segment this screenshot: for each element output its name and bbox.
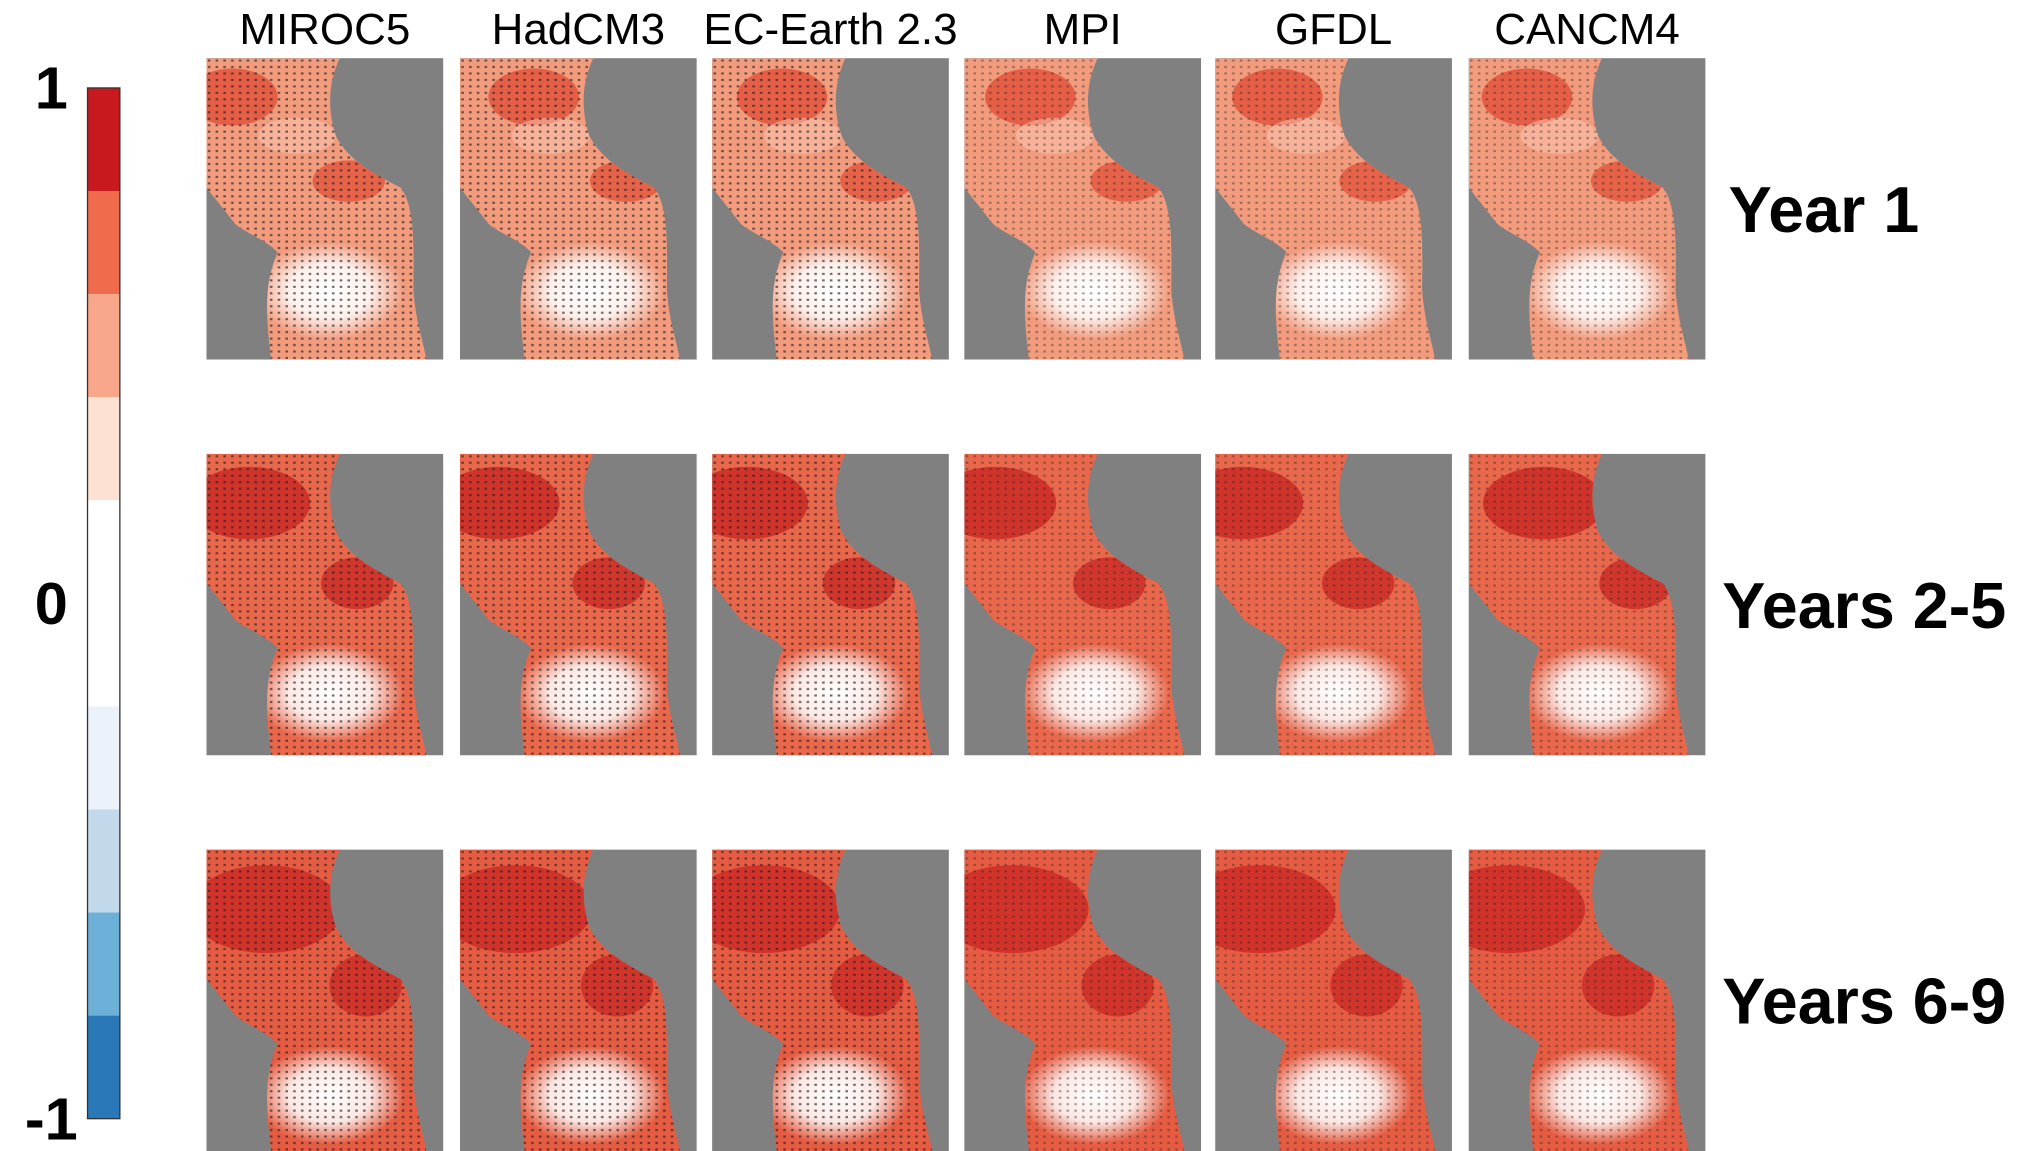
colorbar-tick-label: 1 (35, 55, 68, 122)
colorbar-bin (87, 87, 120, 192)
colorbar-bin (87, 500, 120, 604)
map-panel (1215, 58, 1452, 360)
map-panel (964, 58, 1202, 360)
colorbar-tick-label: 0 (35, 570, 68, 637)
map-panel (206, 849, 444, 1151)
map-panel (712, 849, 949, 1151)
colorbar-bin (87, 809, 120, 913)
map-panel (1468, 58, 1706, 360)
map-panel (459, 58, 697, 360)
column-title: EC-Earth 2.3 (703, 5, 957, 54)
row-label: Years 2-5 (1722, 569, 2006, 642)
colorbar-frame (86, 87, 121, 1120)
colorbar-tick-label: -1 (25, 1085, 78, 1151)
map-panel (964, 453, 1202, 756)
map-panel (206, 58, 444, 360)
colorbar-bin (87, 603, 120, 707)
colorbar-bin (87, 397, 120, 501)
colorbar-bin (87, 191, 120, 295)
colorbar-bin (87, 912, 120, 1016)
sea-field (1215, 58, 1436, 360)
map-panel (459, 849, 697, 1151)
map-panel (712, 453, 949, 756)
map-panel (1215, 453, 1452, 756)
column-title: MIROC5 (239, 5, 410, 54)
map-panel (1468, 453, 1706, 756)
map-panel (459, 453, 697, 756)
colorbar-bin (87, 1015, 120, 1119)
column-title: HadCM3 (492, 5, 666, 54)
colorbar-bin (87, 706, 120, 810)
column-title: CANCM4 (1494, 5, 1680, 54)
row-label: Year 1 (1729, 173, 1920, 246)
map-panel (712, 58, 949, 360)
row-label: Years 6-9 (1722, 965, 2006, 1038)
map-panel (1215, 849, 1452, 1151)
column-title: MPI (1044, 5, 1122, 54)
colorbar-bin (87, 294, 120, 398)
colorbar: 1 0 -1 (25, 55, 121, 1151)
map-panel (206, 453, 444, 756)
map-grid: MIROC5 HadCM3 EC-Earth 2.3 MPI GFDL CANCM4 Yea… (206, 5, 2006, 1151)
map-panel (1468, 849, 1706, 1151)
map-panel (964, 849, 1202, 1151)
column-title: GFDL (1275, 5, 1392, 54)
